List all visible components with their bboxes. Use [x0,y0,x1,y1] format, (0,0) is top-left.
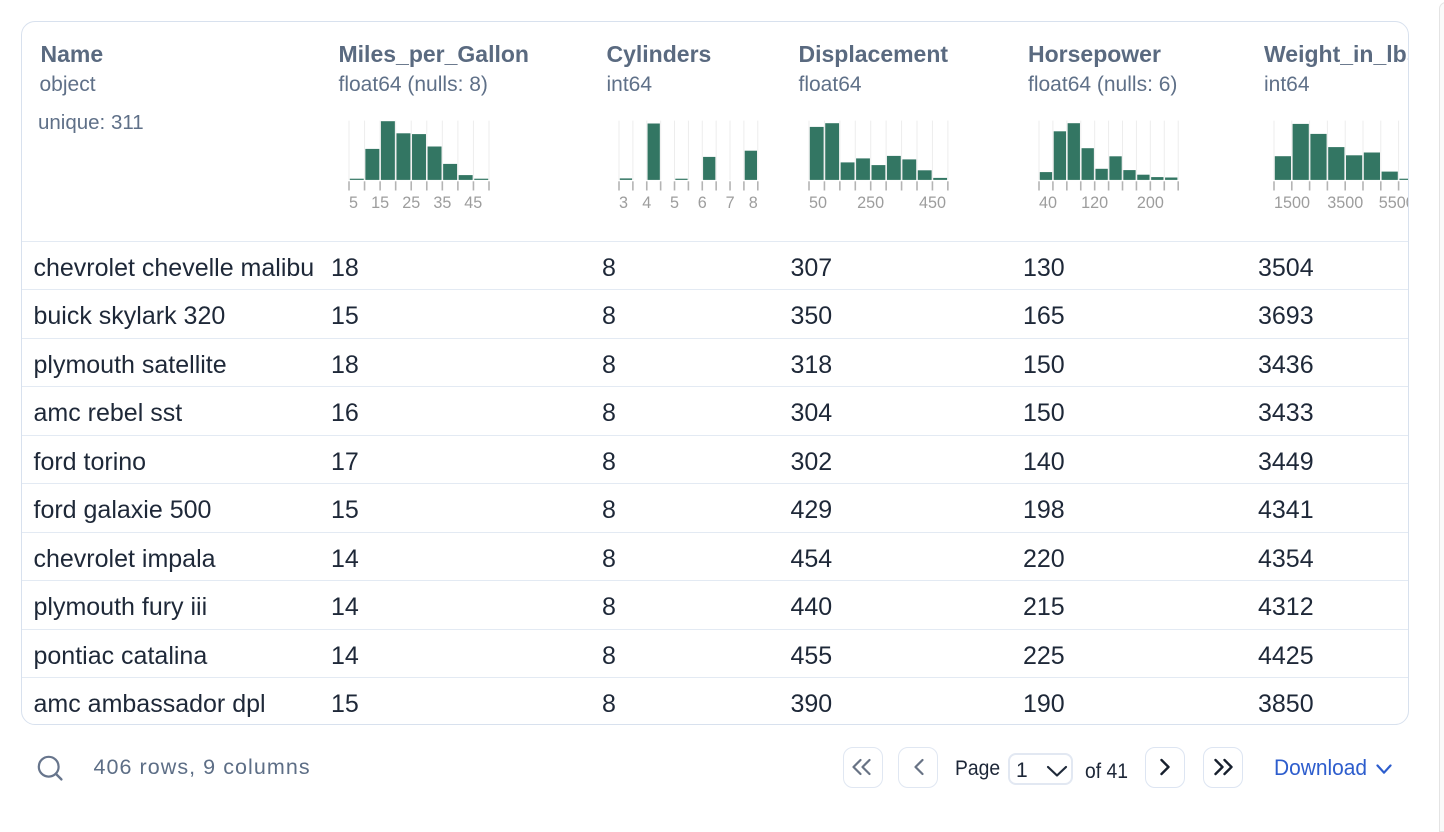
svg-text:4: 4 [642,193,651,211]
svg-text:8: 8 [748,193,757,211]
svg-text:45: 45 [464,193,482,211]
svg-text:120: 120 [1082,193,1109,211]
svg-text:3: 3 [619,193,628,211]
svg-text:25: 25 [402,193,420,211]
svg-text:15: 15 [371,193,389,211]
svg-text:7: 7 [725,193,734,211]
svg-text:450: 450 [919,193,946,211]
svg-text:5500: 5500 [1379,193,1409,211]
svg-text:50: 50 [809,193,827,211]
svg-text:40: 40 [1039,193,1057,211]
svg-text:5: 5 [349,193,358,211]
svg-text:200: 200 [1137,193,1164,211]
svg-text:6: 6 [697,193,706,211]
svg-text:5: 5 [670,193,679,211]
svg-text:250: 250 [858,193,885,211]
svg-text:1500: 1500 [1274,193,1310,211]
svg-text:35: 35 [433,193,451,211]
svg-text:3500: 3500 [1327,193,1363,211]
